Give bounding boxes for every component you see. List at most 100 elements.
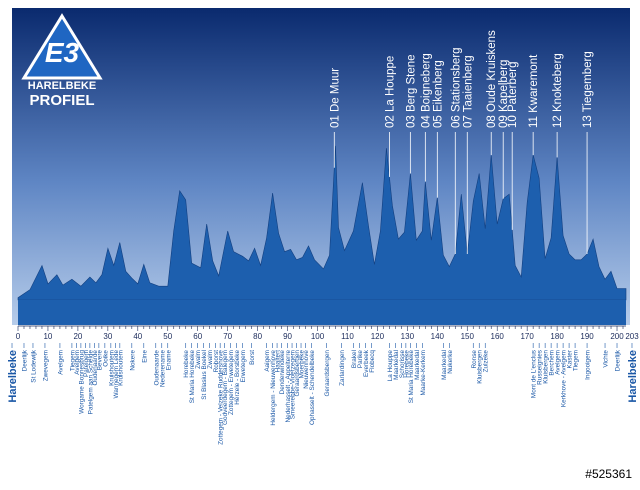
axis-tick-label: 50: [163, 332, 172, 341]
climb-label: 07 Taaienberg: [462, 55, 474, 128]
town-label: Geraardsbergen: [324, 350, 331, 397]
axis-tick-label: 110: [341, 332, 354, 341]
town-label: Zulzeke: [483, 350, 490, 373]
climb-label: 05 Eikenberg: [432, 60, 444, 128]
town-label: Zarlardingen: [339, 350, 346, 386]
town-label: Horebeke: [403, 350, 410, 378]
town-label: Eine: [141, 350, 148, 363]
town-label: Avelgem: [57, 350, 64, 375]
town-label: Harelbeke: [627, 350, 639, 403]
axis-tick-label: 150: [461, 332, 475, 341]
town-label: Nokere: [129, 350, 136, 371]
town-label: Zottegem - Erwetegem: [228, 350, 235, 415]
town-label: Zwalm: [207, 350, 214, 369]
axis-tick-label: 190: [580, 332, 594, 341]
town-label: Ronse: [471, 350, 478, 369]
town-label: Aaigem: [264, 350, 271, 372]
km-axis: 0 10 20 30 40 50 60 70 80 90 100 110 120 130 140 150 160…: [16, 325, 639, 341]
elevation-base: [18, 300, 626, 325]
axis-tick-label: 140: [431, 332, 445, 341]
town-label: Tiegem: [69, 350, 76, 371]
town-label: Deerlijk: [21, 349, 28, 371]
climb-label: 03 Berg Stene: [405, 54, 417, 128]
town-label: Russeignies: [537, 350, 544, 385]
town-label: Mont de L'enclus: [531, 350, 538, 398]
town-label: Herzele - Borsbeke: [234, 350, 241, 405]
axis-tick-label: 30: [103, 332, 112, 341]
town-label: St Maria Horebeke: [408, 350, 415, 404]
town-label: Denderwindeke: [279, 350, 286, 395]
climb-leader-lines: [333, 132, 588, 254]
town-label: Heldergem - Nieuwenhove: [270, 350, 277, 426]
climb-label: 11 Kwaremont: [528, 54, 540, 128]
town-label: Parike: [357, 350, 364, 369]
town-label: Worgame Bonnesbrug: [78, 350, 85, 414]
town-label: Roborst: [213, 350, 220, 373]
town-label: Patelgem aan Schelde: [87, 350, 94, 415]
town-label: Nederhasselt - Appelterre: [285, 350, 292, 423]
town-label: Maarkedal: [441, 350, 448, 380]
town-label: Godveerdegem - Balegem: [222, 350, 229, 425]
logo-subtitle: PROFIEL: [29, 92, 94, 109]
axis-tick-label: 203: [625, 332, 639, 341]
town-label: Zottegem - Velzeke Ruddershove: [218, 350, 225, 445]
town-label: Bevere: [96, 350, 103, 371]
town-label: Moerbeke: [299, 350, 306, 379]
town-label: Avelgem: [74, 350, 81, 375]
town-label: Geraardsbergen: [294, 350, 301, 397]
climb-label: 02 La Houppe: [384, 56, 396, 128]
town-label: Nieuwenhove: [303, 350, 310, 389]
climb-label: 01 De Muur: [329, 68, 341, 128]
town-label: Brakel: [351, 350, 358, 368]
town-label: Nederename: [159, 350, 166, 387]
climb-label: 08 Oude Kruiskens: [486, 30, 498, 128]
climb-label: 13 Tiegemberg: [582, 51, 594, 128]
climb-label: 06 Stationsberg: [450, 47, 462, 128]
axis-tick-label: 200: [610, 332, 624, 341]
town-label: Ooike: [102, 350, 109, 367]
axis-tick-label: 0: [16, 332, 21, 341]
town-label: St Maria Horebeke: [189, 350, 196, 404]
axis-tick-label: 160: [491, 332, 505, 341]
town-labels: Harelbeke Deerlijk St Lodewijk Zwevegem Avel…: [7, 343, 639, 445]
climb-label: 04 Boigneberg: [420, 53, 432, 128]
town-label: Maarke-Kerkem: [420, 350, 427, 395]
town-label: Harelbeke: [7, 350, 19, 403]
axis-tick-label: 180: [550, 332, 564, 341]
town-label: Maarkedal: [393, 350, 400, 380]
town-label: Zwalm: [195, 350, 202, 369]
watermark: #525361: [585, 467, 632, 481]
town-label: Maarkedal: [414, 350, 421, 380]
town-label: Schorisse: [399, 350, 406, 379]
axis-tick-label: 20: [73, 332, 82, 341]
town-label: Kruishoutem: [117, 350, 124, 386]
town-label: Deerlijk: [615, 349, 622, 371]
logo-name: HARELBEKE: [28, 80, 96, 92]
town-label: Horebeke: [183, 350, 190, 378]
town-label: Kluisbergen: [477, 350, 484, 384]
town-label: Berchem: [549, 350, 556, 376]
town-label: Zwevegem: [42, 350, 49, 381]
town-label: Vichte: [603, 350, 610, 368]
town-label: La Houppe: [387, 350, 394, 382]
town-label: St Lodewijk: [30, 349, 37, 382]
town-label: Ophasselt - Schendelbeke: [309, 350, 316, 425]
axis-tick-label: 80: [253, 332, 262, 341]
town-label: Flobecq: [369, 350, 376, 373]
climb-label: 10 Paterberg: [507, 62, 519, 129]
town-label: Kerkhove - Avelgem: [561, 350, 568, 407]
elevation-area: [17, 145, 627, 325]
town-label: Haaltert: [275, 350, 282, 373]
axis-tick-label: 130: [401, 332, 415, 341]
axis-tick-label: 10: [43, 332, 52, 341]
town-label: Oudenaarde: [153, 350, 160, 386]
logo-mark: E3: [45, 37, 80, 68]
climb-label: 09 Kapelberg: [498, 60, 510, 128]
town-label: Oudenaarde: [92, 350, 99, 386]
axis-tick-label: 40: [133, 332, 142, 341]
axis-tick-label: 90: [283, 332, 292, 341]
axis-tick-label: 170: [520, 332, 534, 341]
axis-tick-label: 60: [193, 332, 202, 341]
